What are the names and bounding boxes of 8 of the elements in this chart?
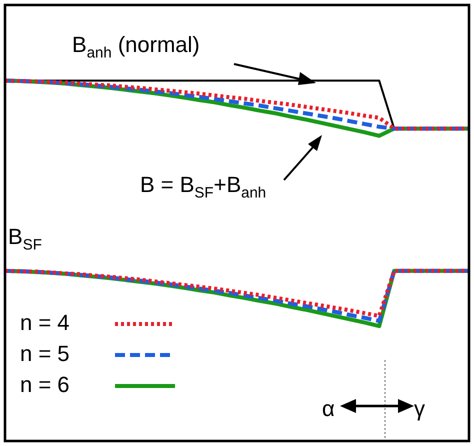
legend-label: n = 5 (20, 341, 70, 366)
text: B$_{anh}$ (normal) (72, 32, 200, 62)
annotation: B = B$_{SF}$+B$_{anh}$ (140, 172, 266, 202)
annotation: B$_{SF}$ (8, 224, 42, 254)
legend-label: n = 4 (20, 310, 70, 336)
annotation: γ (414, 396, 425, 421)
annotation: α (322, 396, 335, 421)
legend-label: n = 6 (20, 372, 70, 398)
